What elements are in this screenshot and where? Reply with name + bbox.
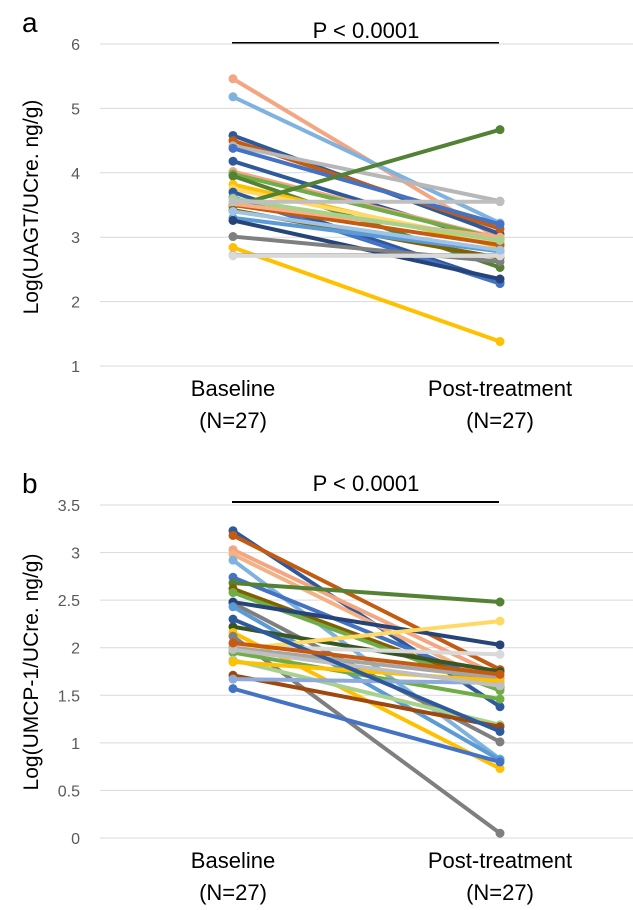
panel-a-baseline-point-22 (228, 243, 238, 253)
panel-b-baseline-point-26 (228, 614, 238, 624)
panel-b-post-point-25 (495, 681, 505, 691)
panel-a-x-label-baseline: Baseline (191, 376, 275, 401)
panel-b-series-line-21 (231, 673, 502, 729)
panel-a-post-point-22 (495, 337, 505, 347)
panel-b-baseline-point-24 (228, 657, 238, 667)
panel-a-series-line-25 (231, 209, 502, 253)
panel-b-baseline-point-12 (228, 602, 238, 612)
panel-a-post-point-26 (495, 235, 505, 245)
panel-a-series-line-22 (231, 245, 502, 344)
panel-b-pvalue: P < 0.0001 (313, 471, 420, 496)
panel-b-baseline-point-22 (228, 674, 238, 684)
panel-a-series-line-9 (231, 172, 502, 242)
panel-b-baseline-point-15 (228, 631, 238, 641)
panel-b-series-line-23 (231, 686, 502, 764)
panel-b-post-point-10 (495, 737, 505, 747)
panel-a-series-line-6 (231, 146, 502, 227)
panel-b-series-line-3 (231, 547, 502, 679)
panel-a-series-line-15 (231, 127, 502, 209)
panel-a-baseline-point-2 (228, 92, 238, 102)
panel-a-baseline-point-1 (228, 74, 238, 84)
panel-b-post-point-11 (495, 640, 505, 650)
panel-b-x-label-post: Post-treatment (428, 848, 572, 873)
panel-a-y-tick-label: 6 (71, 37, 80, 54)
panel-a-post-point-27 (495, 197, 505, 207)
panel-a-post-point-15 (495, 125, 505, 135)
panel-a-y-tick-label: 2 (71, 295, 80, 312)
panel-a-series-line-5 (231, 143, 502, 204)
panel-a-y-tick-label: 1 (71, 359, 80, 376)
panel-b-post-point-26 (495, 726, 505, 736)
panel-b-y-tick-label: 1.5 (58, 688, 80, 705)
panel-a-series-line-26 (231, 196, 502, 243)
panel-a-baseline-point-6 (228, 143, 238, 153)
panel-b-series-line-26 (231, 617, 502, 734)
panel-a-y-tick-label: 4 (71, 166, 80, 183)
panel-b-series-line-17 (231, 619, 502, 652)
panel-b-y-tick-label: 1 (71, 736, 80, 753)
panel-a-plot-area: 1 2 3 4 5 6 (71, 37, 633, 376)
panel-b-baseline-point-5 (228, 555, 238, 565)
panel-b-post-point-7 (495, 597, 505, 607)
panel-a-post-point-6 (495, 219, 505, 229)
panel-a-pvalue: P < 0.0001 (313, 18, 420, 43)
panel-b-series-line-27 (231, 640, 502, 677)
panel-b-post-point-23 (495, 757, 505, 767)
panel-a-baseline-point-10 (228, 171, 238, 181)
panel-a-post-point-25 (495, 245, 505, 255)
panel-b-baseline-point-9 (228, 588, 238, 598)
panel-a-series-line-19 (231, 215, 502, 254)
panel-b-series-line-11 (231, 600, 502, 647)
panel-b-post-point-27 (495, 669, 505, 679)
panel-b-y-tick-label: 2.5 (58, 593, 80, 610)
panel-a-post-point-20 (495, 274, 505, 284)
panel-b-post-point-15 (495, 828, 505, 838)
panel-a-y-axis-label: Log(UAGT/UCre. ng/g) (20, 100, 43, 315)
panel-a-x-label-post-n: (N=27) (466, 408, 534, 433)
panel-b-series-line-22 (231, 677, 502, 685)
panel-b-plot-area: 0 0.5 1 1.5 2 2.5 3 3.5 (58, 498, 633, 848)
panel-b-post-point-17 (495, 616, 505, 626)
panel-b-baseline-point-25 (228, 645, 238, 655)
panel-a-y-tick-label: 3 (71, 230, 80, 247)
panel-b-y-axis-label: Log(UMCP-1/UCre. ng/g) (20, 554, 43, 791)
panel-b-series-line-18 (231, 645, 502, 681)
panel-b-y-tick-label: 3 (71, 546, 80, 563)
panel-b-x-label-baseline-n: (N=27) (199, 880, 267, 905)
panel-b-series-line-25 (231, 647, 502, 688)
panel-a-baseline-point-20 (228, 215, 238, 225)
panel-a-baseline-point-24 (228, 251, 238, 261)
panel-a-baseline-point-21 (228, 232, 238, 242)
panel-b-baseline-point-27 (228, 638, 238, 648)
panel-b-x-label-baseline: Baseline (191, 848, 275, 873)
panel-b-baseline-point-23 (228, 684, 238, 694)
panel-b-y-tick-label: 2 (71, 641, 80, 658)
panel-a-series-line-16 (231, 203, 502, 247)
panel-a-baseline-point-7 (228, 156, 238, 166)
panel-a-x-label-post: Post-treatment (428, 376, 572, 401)
panel-b-post-point-14 (495, 764, 505, 774)
panel-a-y-tick-label: 5 (71, 101, 80, 118)
panel-b-y-tick-label: 3.5 (58, 498, 80, 515)
panel-b-series-line-7 (231, 581, 502, 605)
panel-b-x-label-post-n: (N=27) (466, 880, 534, 905)
panel-b-series-line-2 (231, 533, 502, 672)
panel-b-letter: b (22, 468, 38, 499)
panel-b-y-tick-label: 0.5 (58, 783, 80, 800)
panel-a-x-label-baseline-n: (N=27) (199, 408, 267, 433)
panel-a-baseline-point-25 (228, 206, 238, 216)
panel-a-baseline-point-27 (228, 197, 238, 207)
panel-b-post-point-19 (495, 694, 505, 704)
panel-b-post-point-1 (495, 702, 505, 712)
panel-b-y-tick-label: 0 (71, 831, 80, 848)
panel-b-post-point-16 (495, 649, 505, 659)
panel-a-letter: a (22, 7, 38, 38)
panel-b-baseline-point-2 (228, 530, 238, 540)
